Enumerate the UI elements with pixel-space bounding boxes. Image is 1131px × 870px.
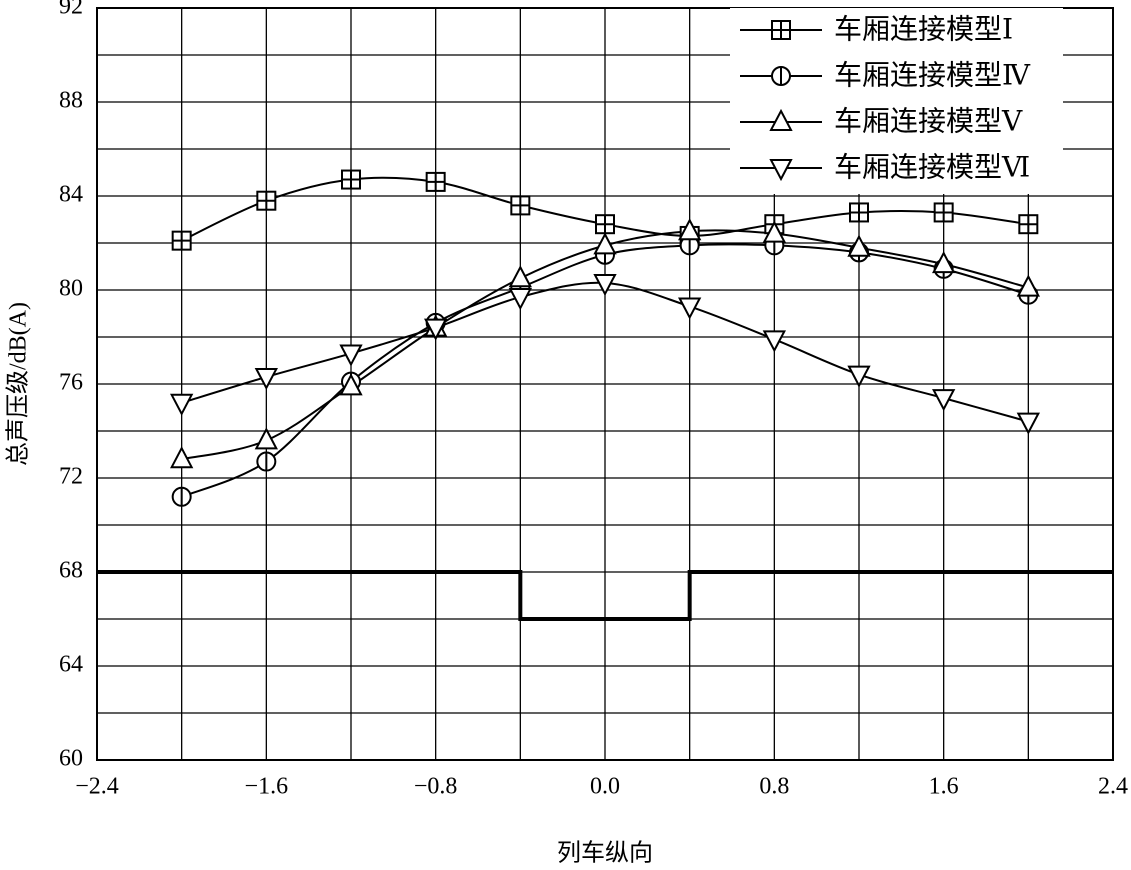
- marker: [678, 297, 702, 320]
- x-tick-label: 0.0: [590, 774, 620, 800]
- marker: [769, 108, 793, 131]
- marker: [769, 159, 793, 182]
- marker: [170, 393, 194, 416]
- marker-shape: [850, 203, 868, 222]
- marker: [678, 218, 702, 241]
- marker: [593, 232, 617, 255]
- x-tick-label: −1.6: [245, 774, 289, 800]
- y-tick-label: 80: [59, 276, 83, 302]
- marker-shape: [342, 170, 360, 189]
- y-tick-label: 92: [59, 0, 83, 20]
- y-tick-label: 76: [59, 370, 83, 396]
- y-tick-label: 60: [59, 746, 83, 772]
- legend-label: 车厢连接模型Ⅴ: [834, 105, 1023, 137]
- marker: [771, 66, 791, 86]
- marker-shape: [772, 21, 790, 39]
- marker: [847, 365, 871, 388]
- marker: [593, 273, 617, 297]
- marker: [762, 330, 786, 353]
- marker: [425, 171, 446, 192]
- y-tick-label: 68: [59, 558, 83, 584]
- marker-shape: [1019, 215, 1038, 234]
- marker: [508, 288, 532, 311]
- y-tick-label: 64: [59, 652, 83, 678]
- marker-shape: [596, 215, 614, 234]
- marker: [254, 427, 278, 450]
- marker: [256, 190, 277, 211]
- marker: [932, 389, 956, 412]
- marker: [1016, 412, 1040, 435]
- x-axis-label: 列车纵向: [557, 840, 653, 867]
- legend-label: 车厢连接模型Ⅰ: [834, 13, 1013, 45]
- marker: [933, 202, 954, 223]
- marker-shape: [511, 196, 530, 215]
- marker-shape: [934, 203, 953, 222]
- marker: [171, 230, 192, 251]
- x-tick-label: 2.4: [1098, 774, 1128, 800]
- marker: [341, 169, 361, 190]
- car-outline: [97, 570, 1113, 621]
- marker: [256, 451, 277, 472]
- y-tick-label: 84: [59, 182, 83, 208]
- legend-label: 车厢连接模型Ⅵ: [834, 151, 1030, 183]
- plot-frame: [96, 7, 1114, 761]
- x-tick-label: −0.8: [414, 774, 458, 800]
- marker: [508, 265, 532, 288]
- marker: [595, 214, 615, 235]
- marker: [849, 202, 869, 223]
- legend-label: 车厢连接模型Ⅳ: [834, 59, 1031, 91]
- marker: [339, 373, 363, 396]
- marker-shape: [172, 231, 191, 250]
- marker: [847, 234, 871, 257]
- x-tick-label: 0.8: [759, 774, 789, 800]
- marker: [932, 251, 956, 274]
- marker: [170, 446, 194, 469]
- y-tick-label: 88: [59, 88, 83, 114]
- marker: [339, 344, 363, 367]
- y-axis-label: 总声压级/dB(A): [5, 302, 32, 466]
- marker: [254, 367, 278, 391]
- marker: [424, 318, 448, 341]
- marker: [510, 195, 531, 216]
- x-tick-label: −2.4: [75, 774, 119, 800]
- marker: [1016, 274, 1040, 297]
- y-tick-label: 72: [59, 464, 83, 490]
- marker: [771, 20, 791, 40]
- marker-shape: [426, 172, 445, 191]
- marker: [171, 486, 192, 507]
- x-tick-label: 1.6: [929, 774, 959, 800]
- marker: [762, 220, 786, 243]
- marker-shape: [257, 191, 276, 210]
- marker: [1018, 214, 1039, 235]
